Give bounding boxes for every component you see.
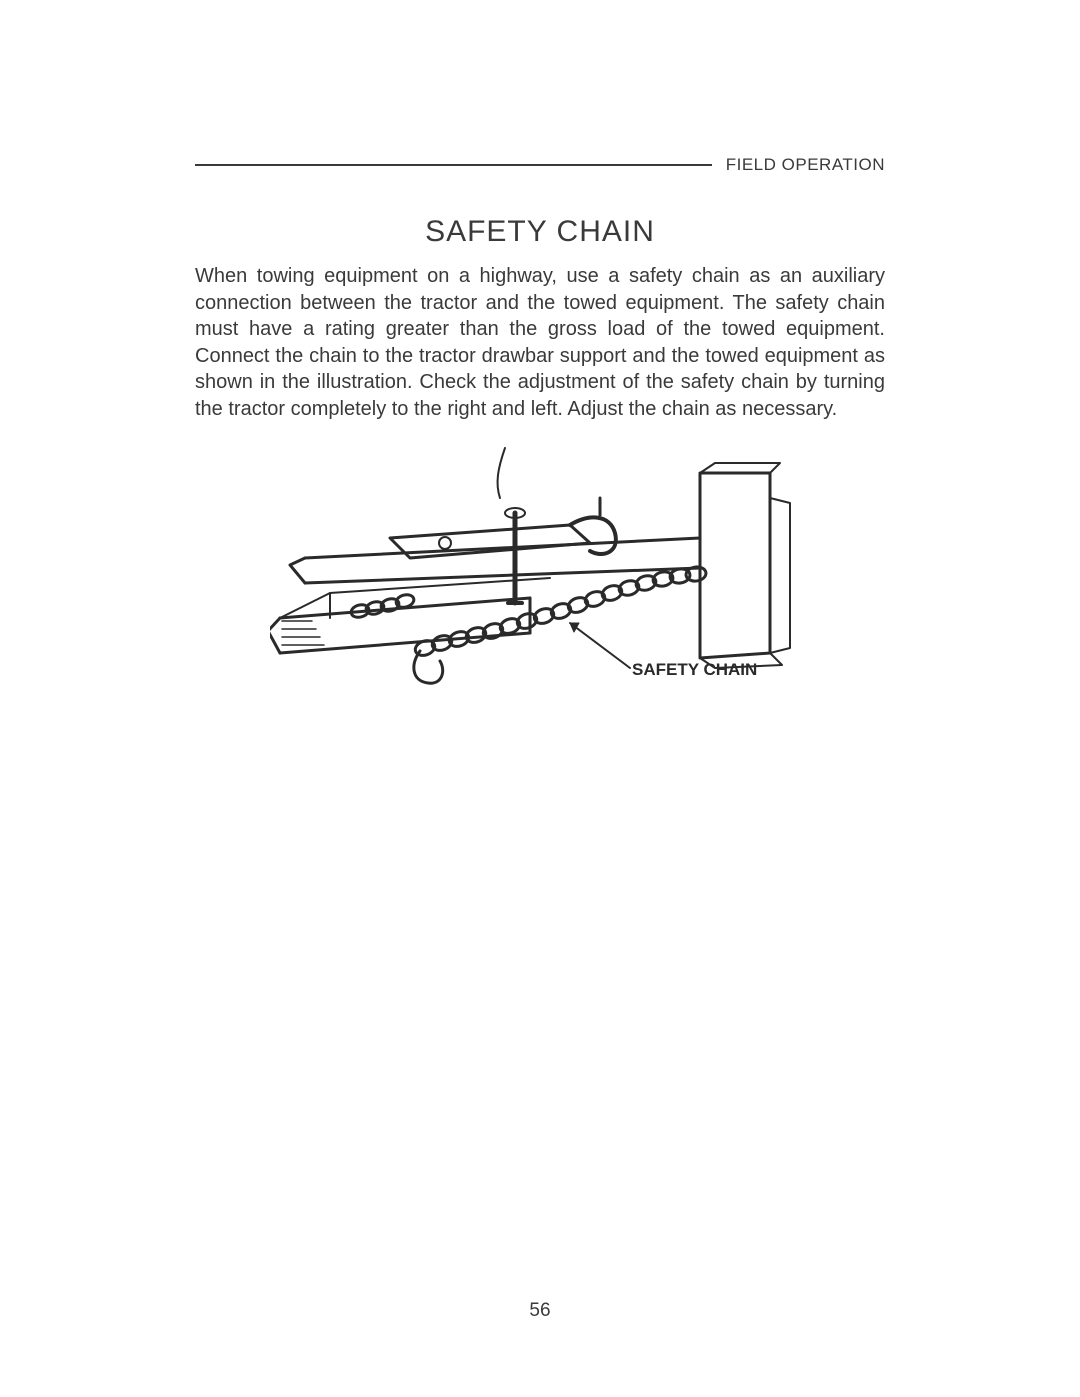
section-header: FIELD OPERATION bbox=[726, 155, 885, 175]
manual-page: FIELD OPERATION SAFETY CHAIN When towing… bbox=[0, 0, 1080, 1397]
header-row: FIELD OPERATION bbox=[195, 155, 885, 175]
body-paragraph: When towing equipment on a highway, use … bbox=[195, 263, 885, 423]
page-number: 56 bbox=[0, 1300, 1080, 1322]
safety-chain-illustration: SAFETY CHAIN bbox=[270, 443, 810, 713]
page-title: SAFETY CHAIN bbox=[195, 215, 885, 249]
figure-label: SAFETY CHAIN bbox=[632, 660, 757, 679]
header-rule bbox=[195, 164, 712, 166]
